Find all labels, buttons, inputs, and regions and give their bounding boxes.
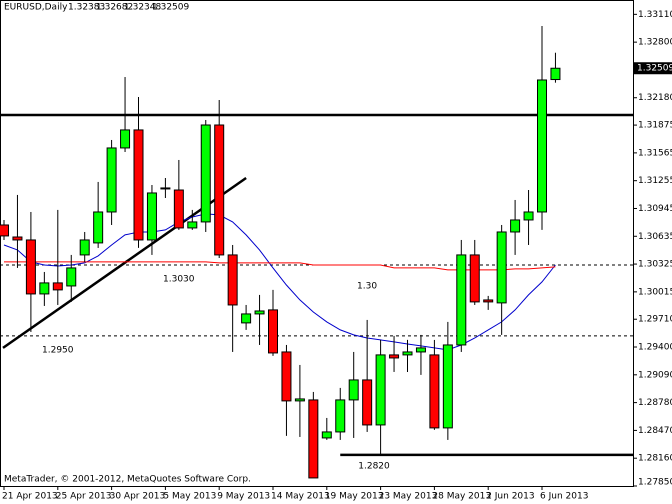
- candle-body: [120, 129, 131, 149]
- candle-body: [550, 67, 561, 81]
- candle-body: [200, 124, 211, 223]
- y-tick-label: 1.29090: [638, 370, 672, 380]
- x-tick-label: 14 May 2013: [271, 492, 330, 502]
- candle-body: [254, 310, 265, 315]
- candle-body: [510, 219, 521, 233]
- x-tick-label: 23 May 2013: [379, 492, 438, 502]
- y-tick-label: 1.32180: [638, 93, 672, 103]
- candle-body: [456, 254, 467, 346]
- symbol-title: EURUSD,Daily: [4, 3, 68, 13]
- x-tick-label: 25 Apr 2013: [56, 492, 112, 502]
- candle-body: [0, 224, 9, 237]
- candle-body: [294, 398, 305, 402]
- y-tick-label: 1.30325: [638, 260, 672, 270]
- candle-body: [442, 344, 453, 429]
- candle-body: [39, 282, 50, 295]
- candle-body: [389, 354, 400, 359]
- annotation: 1.30: [357, 282, 377, 292]
- candle-body: [214, 124, 225, 256]
- y-tick-label: 1.33110: [638, 10, 672, 20]
- y-tick-label: 1.30945: [638, 204, 672, 214]
- candle-body: [173, 189, 184, 229]
- candle-body: [537, 79, 547, 213]
- candle-body: [66, 267, 77, 287]
- ohlc-close: 1.32509: [152, 3, 189, 13]
- y-tick-label: 1.28780: [638, 398, 672, 408]
- y-tick-label: 1.31875: [638, 121, 672, 131]
- candle-body: [429, 354, 440, 429]
- y-tick-label: 1.28160: [638, 454, 672, 464]
- candle-body: [93, 211, 104, 244]
- level-label: 1.2820: [358, 461, 390, 471]
- candle-body: [308, 399, 319, 479]
- candle-body: [146, 192, 157, 241]
- candle-body: [25, 239, 36, 295]
- annotation: 1.3030: [163, 275, 195, 285]
- y-tick-label: 1.27850: [638, 478, 672, 488]
- ohlc-open: 1.32383: [68, 3, 105, 13]
- x-tick-label: 6 Jun 2013: [540, 492, 588, 502]
- candle-body: [52, 282, 63, 291]
- footer: MetaTrader, © 2001-2012, MetaQuotes Soft…: [4, 475, 251, 485]
- x-tick-label: 28 May 2013: [432, 492, 491, 502]
- y-tick-label: 1.29710: [638, 315, 672, 325]
- candle-body: [227, 254, 238, 306]
- y-tick-label: 1.31255: [638, 176, 672, 186]
- y-tick-label: 1.30635: [638, 232, 672, 242]
- y-tick-label: 1.29400: [638, 343, 672, 353]
- candle-body: [106, 147, 117, 213]
- y-tick-label: 1.28470: [638, 426, 672, 436]
- candle-body: [348, 379, 359, 401]
- plot-frame: [0, 0, 634, 487]
- y-tick-label: 1.32800: [638, 38, 672, 48]
- price-box: [634, 62, 672, 75]
- candle-body: [362, 379, 373, 426]
- x-tick-label: 2 Jun 2013: [486, 492, 534, 502]
- x-tick-label: 30 Apr 2013: [110, 492, 166, 502]
- y-tick-label: 1.31565: [638, 148, 672, 158]
- candle-body: [375, 354, 386, 426]
- x-tick-label: 9 May 2013: [217, 492, 270, 502]
- y-tick-label: 1.30015: [638, 287, 672, 297]
- candle-body: [469, 254, 480, 303]
- candle-body: [79, 239, 90, 256]
- x-tick-label: 19 May 2013: [325, 492, 384, 502]
- candle-body: [12, 236, 23, 241]
- ohlc-high: 1.32682: [96, 3, 133, 13]
- candle-body: [483, 299, 494, 303]
- candle-body: [321, 431, 332, 439]
- ohlc-low: 1.32348: [124, 3, 161, 13]
- candle-body: [133, 129, 144, 241]
- candle-body: [415, 347, 426, 353]
- candle-body: [335, 399, 346, 433]
- candle-body: [523, 211, 534, 221]
- candle-body: [160, 187, 171, 190]
- candle-body: [402, 351, 413, 356]
- annotation: 1.2950: [42, 346, 74, 356]
- candle-body: [187, 221, 198, 229]
- candle-body: [281, 351, 292, 402]
- price-box-label: 1.32509: [637, 64, 672, 74]
- x-tick-label: 5 May 2013: [163, 492, 216, 502]
- candle-body: [496, 231, 507, 304]
- candle-body: [241, 313, 252, 324]
- x-tick-label: 21 Apr 2013: [2, 492, 58, 502]
- candle-body: [268, 309, 278, 354]
